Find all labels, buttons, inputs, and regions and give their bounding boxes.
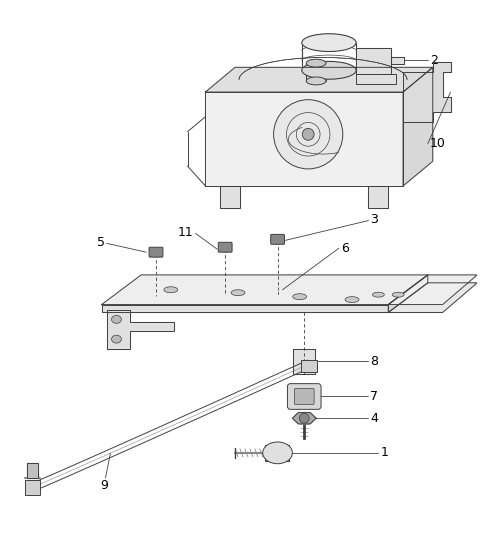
FancyBboxPatch shape bbox=[271, 234, 285, 244]
Polygon shape bbox=[403, 63, 451, 121]
Bar bbox=[301, 360, 317, 372]
Ellipse shape bbox=[306, 77, 326, 85]
Ellipse shape bbox=[306, 59, 326, 67]
Text: 9: 9 bbox=[100, 479, 108, 492]
Ellipse shape bbox=[164, 287, 178, 293]
Text: 6: 6 bbox=[341, 242, 348, 255]
Polygon shape bbox=[264, 445, 289, 461]
Polygon shape bbox=[388, 275, 428, 312]
Polygon shape bbox=[369, 186, 388, 208]
Polygon shape bbox=[205, 92, 403, 186]
Polygon shape bbox=[205, 67, 433, 92]
Polygon shape bbox=[26, 463, 38, 478]
Ellipse shape bbox=[111, 316, 121, 323]
Polygon shape bbox=[356, 48, 404, 74]
FancyBboxPatch shape bbox=[218, 242, 232, 252]
Circle shape bbox=[302, 128, 314, 140]
FancyBboxPatch shape bbox=[288, 384, 321, 409]
Polygon shape bbox=[356, 74, 396, 84]
Text: 11: 11 bbox=[178, 226, 193, 239]
Text: 4: 4 bbox=[371, 412, 378, 425]
Polygon shape bbox=[102, 304, 388, 312]
Text: 8: 8 bbox=[371, 355, 378, 368]
Ellipse shape bbox=[231, 290, 245, 296]
Ellipse shape bbox=[345, 297, 359, 303]
Polygon shape bbox=[102, 275, 428, 304]
FancyBboxPatch shape bbox=[294, 388, 314, 404]
Polygon shape bbox=[388, 275, 477, 304]
Ellipse shape bbox=[372, 292, 384, 297]
Polygon shape bbox=[154, 248, 158, 256]
Circle shape bbox=[274, 100, 343, 169]
Bar bbox=[24, 479, 40, 495]
FancyBboxPatch shape bbox=[149, 247, 163, 257]
Text: 10: 10 bbox=[430, 137, 445, 150]
Polygon shape bbox=[388, 283, 477, 312]
Ellipse shape bbox=[293, 294, 307, 300]
Circle shape bbox=[300, 414, 309, 423]
Ellipse shape bbox=[392, 292, 404, 297]
Ellipse shape bbox=[263, 442, 292, 464]
Text: 3: 3 bbox=[371, 213, 378, 226]
Polygon shape bbox=[293, 349, 315, 374]
Text: 1: 1 bbox=[380, 446, 388, 460]
Polygon shape bbox=[223, 243, 228, 251]
Polygon shape bbox=[220, 186, 240, 208]
Ellipse shape bbox=[302, 34, 356, 51]
Ellipse shape bbox=[111, 335, 121, 343]
Ellipse shape bbox=[302, 62, 356, 79]
Polygon shape bbox=[292, 412, 316, 424]
Polygon shape bbox=[403, 67, 433, 186]
Polygon shape bbox=[107, 310, 174, 349]
Polygon shape bbox=[275, 235, 280, 243]
Text: 2: 2 bbox=[430, 54, 438, 67]
Text: 7: 7 bbox=[371, 390, 378, 403]
Text: 5: 5 bbox=[96, 236, 105, 249]
